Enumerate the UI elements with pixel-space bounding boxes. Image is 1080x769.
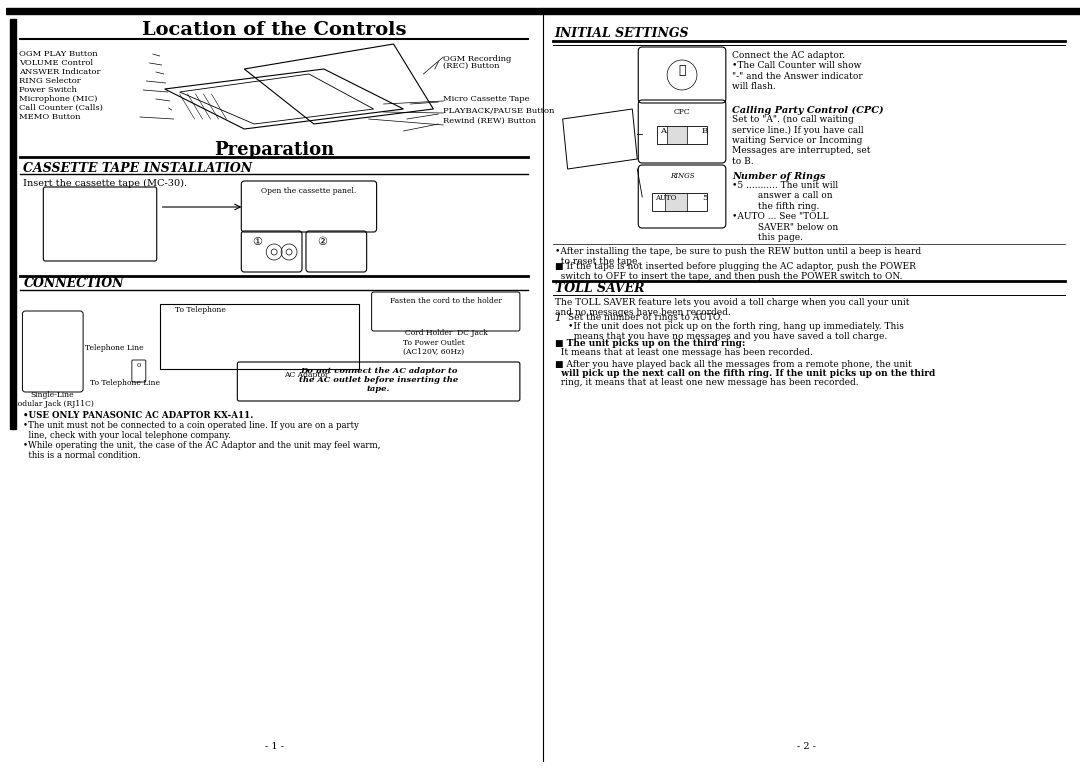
Text: Preparation: Preparation [214, 141, 334, 159]
Text: •5 ........... The unit will
         answer a call on
         the fifth ring.
: •5 ........... The unit will answer a ca… [732, 181, 838, 242]
Text: will pick up the next call on the fifth ring. If the unit picks up on the third: will pick up the next call on the fifth … [555, 369, 935, 378]
Text: To Telephone Line: To Telephone Line [90, 379, 160, 387]
Text: VOLUME Control: VOLUME Control [19, 59, 94, 67]
Text: Microphone (MIC): Microphone (MIC) [19, 95, 98, 103]
Text: Fasten the cord to the holder: Fasten the cord to the holder [390, 297, 502, 305]
Text: Micro Cassette Tape: Micro Cassette Tape [443, 95, 530, 103]
Text: •While operating the unit, the case of the AC Adaptor and the unit may feel warm: •While operating the unit, the case of t… [24, 441, 381, 450]
Text: Single-Line
Modular Jack (RJ11C): Single-Line Modular Jack (RJ11C) [11, 391, 94, 408]
Text: CPC: CPC [674, 108, 690, 116]
Text: CONNECTION: CONNECTION [24, 277, 124, 290]
Text: ■ After you have played back all the messages from a remote phone, the unit: ■ After you have played back all the mes… [555, 360, 912, 369]
Text: OGM Recording: OGM Recording [443, 55, 512, 63]
Text: OGM PLAY Button: OGM PLAY Button [19, 50, 98, 58]
Text: AC Adaptor: AC Adaptor [284, 371, 328, 379]
Text: To Power Outlet
(AC120V, 60Hz): To Power Outlet (AC120V, 60Hz) [404, 339, 465, 356]
Bar [5, 8, 1080, 14]
Text: •If the unit does not pick up on the forth ring, hang up immediately. This
  mea: •If the unit does not pick up on the for… [568, 322, 904, 341]
Text: ①: ① [253, 237, 262, 247]
Text: ring, it means that at least one new message has been recorded.: ring, it means that at least one new mes… [555, 378, 859, 387]
Bar [657, 126, 707, 144]
Text: this is a normal condition.: this is a normal condition. [24, 451, 141, 460]
Text: (REC) Button: (REC) Button [443, 62, 500, 70]
Text: AUTO: AUTO [656, 194, 676, 202]
Text: •After installing the tape, be sure to push the REW button until a beep is heard: •After installing the tape, be sure to p… [555, 247, 921, 266]
Bar [665, 193, 687, 211]
Text: PLAYBACK/PAUSE Button: PLAYBACK/PAUSE Button [443, 107, 555, 115]
Text: •USE ONLY PANASONIC AC ADAPTOR KX-A11.: •USE ONLY PANASONIC AC ADAPTOR KX-A11. [24, 411, 254, 420]
Text: CASSETTE TAPE INSTALLATION: CASSETTE TAPE INSTALLATION [24, 162, 253, 175]
Text: RING Selector: RING Selector [19, 77, 81, 85]
Text: Do not connect the AC adaptor to
the AC outlet before inserting the
tape.: Do not connect the AC adaptor to the AC … [299, 367, 458, 394]
Text: Set to "A". (no call waiting
service line.) If you have call
waiting Service or : Set to "A". (no call waiting service lin… [732, 115, 870, 166]
Text: To Telephone: To Telephone [175, 306, 226, 314]
Text: Connect the AC adaptor.
•The Call Counter will show
"-" and the Answer indicator: Connect the AC adaptor. •The Call Counte… [732, 51, 863, 92]
Text: B: B [702, 127, 708, 135]
Text: ■ If the tape is not inserted before plugging the AC adaptor, push the POWER
  s: ■ If the tape is not inserted before plu… [555, 262, 916, 281]
Text: Location of the Controls: Location of the Controls [141, 21, 406, 39]
Text: A: A [660, 127, 666, 135]
Text: ■ The unit picks up on the third ring:: ■ The unit picks up on the third ring: [555, 339, 745, 348]
Bar [160, 304, 359, 369]
Text: Cord Holder  DC Jack: Cord Holder DC Jack [405, 329, 488, 337]
Text: TOLL SAVER: TOLL SAVER [555, 282, 644, 295]
Text: Set the number of rings to AUTO.: Set the number of rings to AUTO. [568, 313, 723, 322]
Text: - 2 -: - 2 - [797, 742, 815, 751]
Text: The TOLL SAVER feature lets you avoid a toll charge when you call your unit
and : The TOLL SAVER feature lets you avoid a … [555, 298, 909, 318]
Text: Rewind (REW) Button: Rewind (REW) Button [443, 117, 537, 125]
Text: Call Counter (Calls): Call Counter (Calls) [19, 104, 104, 112]
Text: Calling Party Control (CPC): Calling Party Control (CPC) [732, 106, 883, 115]
Text: It means that at least one message has been recorded.: It means that at least one message has b… [555, 348, 812, 357]
Text: Power Switch: Power Switch [19, 86, 78, 94]
Text: MEMO Button: MEMO Button [19, 113, 81, 121]
Text: ✋: ✋ [678, 65, 686, 78]
Text: Insert the cassette tape (MC-30).: Insert the cassette tape (MC-30). [24, 179, 188, 188]
Text: Telephone Line: Telephone Line [85, 344, 144, 352]
Text: 5: 5 [702, 194, 707, 202]
Text: line, check with your local telephone company.: line, check with your local telephone co… [24, 431, 231, 440]
Bar [667, 126, 687, 144]
Text: ②: ② [316, 237, 327, 247]
Text: Number of Rings: Number of Rings [732, 172, 825, 181]
Bar [652, 193, 707, 211]
Text: ANSWER Indicator: ANSWER Indicator [19, 68, 100, 76]
Bar [11, 19, 16, 429]
Text: - 1 -: - 1 - [265, 742, 284, 751]
Text: Open the cassette panel.: Open the cassette panel. [261, 187, 356, 195]
Text: •The unit must not be connected to a coin operated line. If you are on a party: •The unit must not be connected to a coi… [24, 421, 360, 430]
Text: INITIAL SETTINGS: INITIAL SETTINGS [555, 27, 689, 40]
Text: 1: 1 [555, 313, 562, 323]
Text: o: o [137, 361, 141, 369]
Text: RINGS: RINGS [670, 172, 694, 180]
